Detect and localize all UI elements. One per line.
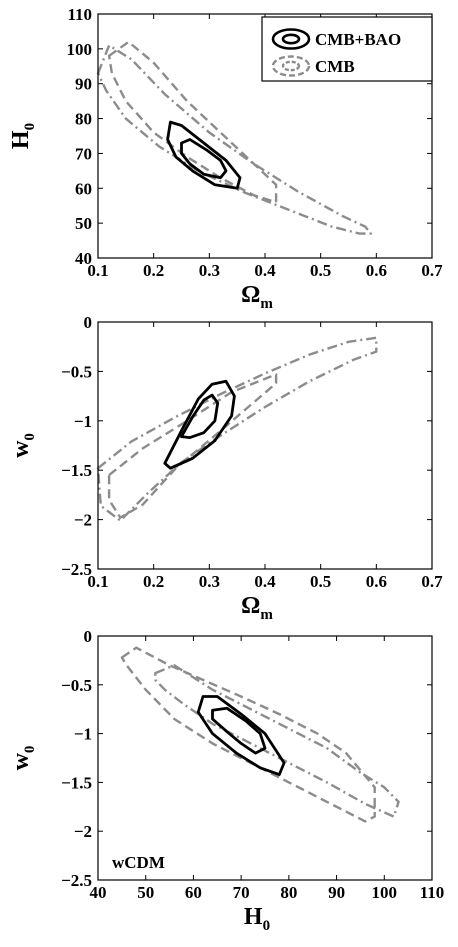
x-axis-label: Ωm xyxy=(241,282,273,312)
x-tick-label: 0.7 xyxy=(421,572,443,591)
y-tick-label: −1 xyxy=(74,725,92,744)
y-tick-label: −1 xyxy=(74,412,92,431)
y-tick-label: 100 xyxy=(67,40,93,59)
y-axis-label: H0 xyxy=(8,123,38,149)
y-axis-label: w0 xyxy=(8,433,38,458)
x-tick-label: 0.5 xyxy=(310,572,331,591)
contour-cmb-0 xyxy=(120,646,376,823)
legend-swatch-cmb-bao-inner xyxy=(281,33,301,45)
y-tick-label: 0 xyxy=(84,313,93,332)
x-tick-label: 0.3 xyxy=(199,572,220,591)
y-tick-label: 50 xyxy=(75,214,92,233)
y-axis-label: w0 xyxy=(8,746,38,771)
contour-cmb-bao-3 xyxy=(180,393,220,439)
legend-swatch-cmb-bao-outer xyxy=(271,28,311,50)
x-tick-label: 0.6 xyxy=(366,572,387,591)
x-tick-label: 60 xyxy=(185,883,202,902)
contour-cmb-bao-3 xyxy=(180,138,228,180)
x-tick-label: 0.2 xyxy=(143,572,164,591)
contour-cmb-bao-3 xyxy=(211,706,267,755)
y-tick-label: −1.5 xyxy=(61,773,92,792)
contour-cmb-0 xyxy=(96,44,372,235)
x-tick-label: 0.4 xyxy=(254,572,276,591)
x-tick-label: 0.2 xyxy=(143,261,164,280)
x-tick-label: 0.1 xyxy=(87,261,108,280)
contour-cmb-1 xyxy=(154,664,400,818)
y-tick-label: 70 xyxy=(75,144,92,163)
legend-entry-cmb: CMB xyxy=(271,55,355,77)
panel-annotation: wCDM xyxy=(112,853,165,872)
legend-entry-cmb-bao: CMB+BAO xyxy=(271,28,401,50)
series-group xyxy=(96,336,378,522)
legend-label-cmb: CMB xyxy=(315,57,355,76)
x-tick-label: 0.7 xyxy=(421,261,443,280)
legend-label-cmb-bao: CMB+BAO xyxy=(315,30,401,49)
x-tick-label: 100 xyxy=(372,883,398,902)
x-tick-label: 0.6 xyxy=(366,261,387,280)
y-tick-label: 80 xyxy=(75,110,92,129)
contour-cmb-1 xyxy=(107,373,278,519)
contour-cmb-bao-2 xyxy=(166,120,242,190)
x-tick-label: 50 xyxy=(137,883,154,902)
y-tick-label: 110 xyxy=(67,5,92,24)
legend-swatch-cmb-outer xyxy=(271,55,311,77)
axes-frame xyxy=(97,635,433,881)
x-axis-label-subscript: m xyxy=(260,607,273,623)
series-group xyxy=(96,40,372,235)
y-tick-label: −1.5 xyxy=(61,461,92,480)
x-tick-label: 0.5 xyxy=(310,261,331,280)
y-tick-label: 0 xyxy=(84,627,93,646)
y-tick-label: −2 xyxy=(74,822,92,841)
y-tick-label: −2.5 xyxy=(61,871,92,890)
panel-omega-m-vs-w0: 0.1 0.2 0.3 0.4 0.5 0.6 0.7 0 −0.5 −1 −1.5 −2 −2.5 Ωm… xyxy=(8,313,443,623)
contour-cmb-bao-2 xyxy=(163,379,236,470)
x-tick-label: 80 xyxy=(280,883,297,902)
y-tick-label: −2 xyxy=(74,511,92,530)
x-tick-label: 90 xyxy=(328,883,345,902)
contour-cmb-1 xyxy=(107,40,278,204)
y-tick-label: −0.5 xyxy=(61,362,92,381)
y-tick-label: 40 xyxy=(75,249,92,268)
x-tick-label: 70 xyxy=(233,883,250,902)
y-axis-label-subscript: 0 xyxy=(22,433,38,441)
y-axis-label-subscript: 0 xyxy=(22,123,38,131)
series-group xyxy=(120,646,400,823)
x-axis-label-subscript: 0 xyxy=(263,918,271,934)
y-axis-label-subscript: 0 xyxy=(22,746,38,754)
contour-cmb-bao-2 xyxy=(196,695,286,776)
y-tick-label: 60 xyxy=(75,179,92,198)
panel-omega-m-vs-h0: 0.1 0.2 0.3 0.4 0.5 0.6 0.7 40 50 60 70 80 90 100 110 Ω… xyxy=(8,5,443,312)
x-tick-label: 0.1 xyxy=(87,572,108,591)
contour-cmb-0 xyxy=(96,336,378,522)
legend-swatch-cmb-inner xyxy=(281,60,301,72)
x-axis-label-subscript: m xyxy=(260,296,273,312)
x-tick-label: 0.4 xyxy=(254,261,276,280)
y-tick-label: −0.5 xyxy=(61,676,92,695)
x-axis-label: H0 xyxy=(244,904,270,934)
legend: CMB+BAO CMB xyxy=(261,16,433,82)
panel-h0-vs-w0: 40 50 60 70 80 90 100 110 0 −0.5 −1 −1.5 −2 −2.5 H0 w0 w… xyxy=(8,627,444,934)
x-tick-label: 110 xyxy=(420,883,445,902)
y-tick-label: 90 xyxy=(75,75,92,94)
x-tick-label: 0.3 xyxy=(199,261,220,280)
x-tick-label: 40 xyxy=(90,883,107,902)
y-tick-label: −2.5 xyxy=(61,560,92,579)
x-axis-label: Ωm xyxy=(241,593,273,623)
